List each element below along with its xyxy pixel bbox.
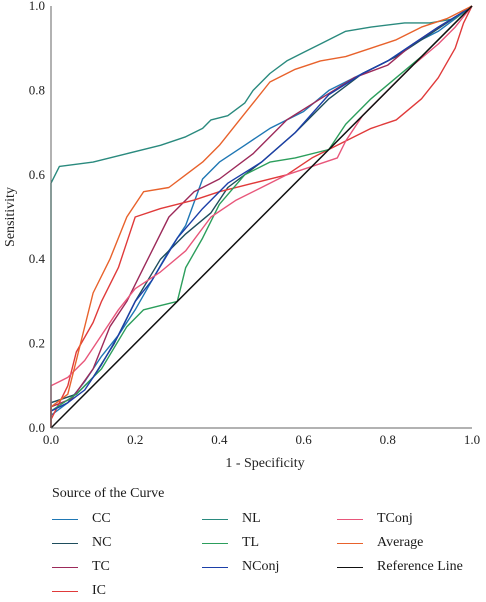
x-tick-label: 0.2 — [127, 432, 143, 447]
legend-item-tconj: TConj — [337, 508, 482, 530]
x-tick-label: 0.6 — [295, 432, 312, 447]
legend-spacer — [202, 580, 337, 602]
series-line-average — [50, 5, 473, 428]
legend-label: TC — [92, 559, 110, 574]
legend-item-nl: NL — [202, 508, 337, 530]
series-line-reference-line — [50, 5, 473, 429]
legend-label: NC — [92, 535, 112, 550]
legend-item-nc: NC — [52, 532, 202, 554]
legend-spacer — [337, 580, 482, 602]
legend-swatch — [337, 566, 363, 568]
legend-item-ic: IC — [52, 580, 202, 602]
y-tick-label: 0.8 — [29, 82, 45, 97]
legend-label: CC — [92, 511, 111, 526]
legend-swatch — [52, 542, 78, 544]
legend-swatch — [337, 542, 363, 544]
series-line-ic — [50, 5, 473, 428]
legend-swatch — [52, 518, 78, 520]
legend-label: TL — [242, 535, 260, 550]
legend-title: Source of the Curve — [52, 486, 165, 501]
y-tick-label: 0.6 — [29, 167, 46, 182]
legend-swatch — [202, 542, 228, 544]
x-tick-label: 0.8 — [380, 432, 396, 447]
x-tick-label: 0.0 — [43, 432, 59, 447]
legend-label: IC — [92, 583, 106, 598]
x-tick-label: 0.4 — [211, 432, 228, 447]
legend-item-reference-line: Reference Line — [337, 556, 482, 578]
curve-group — [50, 5, 473, 429]
x-tick-label: 1.0 — [464, 432, 480, 447]
legend-swatch — [52, 590, 78, 592]
legend-item-nconj: NConj — [202, 556, 337, 578]
legend-label: Average — [377, 535, 424, 550]
legend-swatch — [202, 518, 228, 520]
y-tick-label: 0.0 — [29, 420, 45, 435]
legend-swatch — [52, 566, 78, 568]
y-tick-label: 0.2 — [29, 336, 45, 351]
series-line-tl — [50, 5, 473, 428]
y-tick-labels: 0.0 0.2 0.4 0.6 0.8 1.0 — [29, 0, 46, 435]
y-tick-label: 1.0 — [29, 0, 45, 13]
x-axis-title: 1 - Specificity — [225, 456, 304, 471]
y-axis-title: Sensitivity — [3, 187, 18, 247]
legend-item-average: Average — [337, 532, 482, 554]
x-tick-labels: 0.0 0.2 0.4 0.6 0.8 1.0 — [43, 432, 480, 447]
legend-item-tl: TL — [202, 532, 337, 554]
legend-swatch — [202, 566, 228, 568]
legend: Source of the Curve CC NL TConj NC TL Average… — [52, 486, 482, 602]
legend-item-cc: CC — [52, 508, 202, 530]
series-line-nl — [50, 5, 473, 428]
legend-swatch — [337, 518, 363, 520]
legend-label: Reference Line — [377, 559, 463, 574]
legend-label: NL — [242, 511, 261, 526]
y-tick-label: 0.4 — [29, 251, 46, 266]
legend-item-tc: TC — [52, 556, 202, 578]
legend-label: TConj — [377, 511, 413, 526]
legend-items: CC NL TConj NC TL Average TC NConj Reference Lin… — [52, 508, 482, 602]
legend-label: NConj — [242, 559, 280, 574]
series-line-nconj — [50, 5, 473, 428]
